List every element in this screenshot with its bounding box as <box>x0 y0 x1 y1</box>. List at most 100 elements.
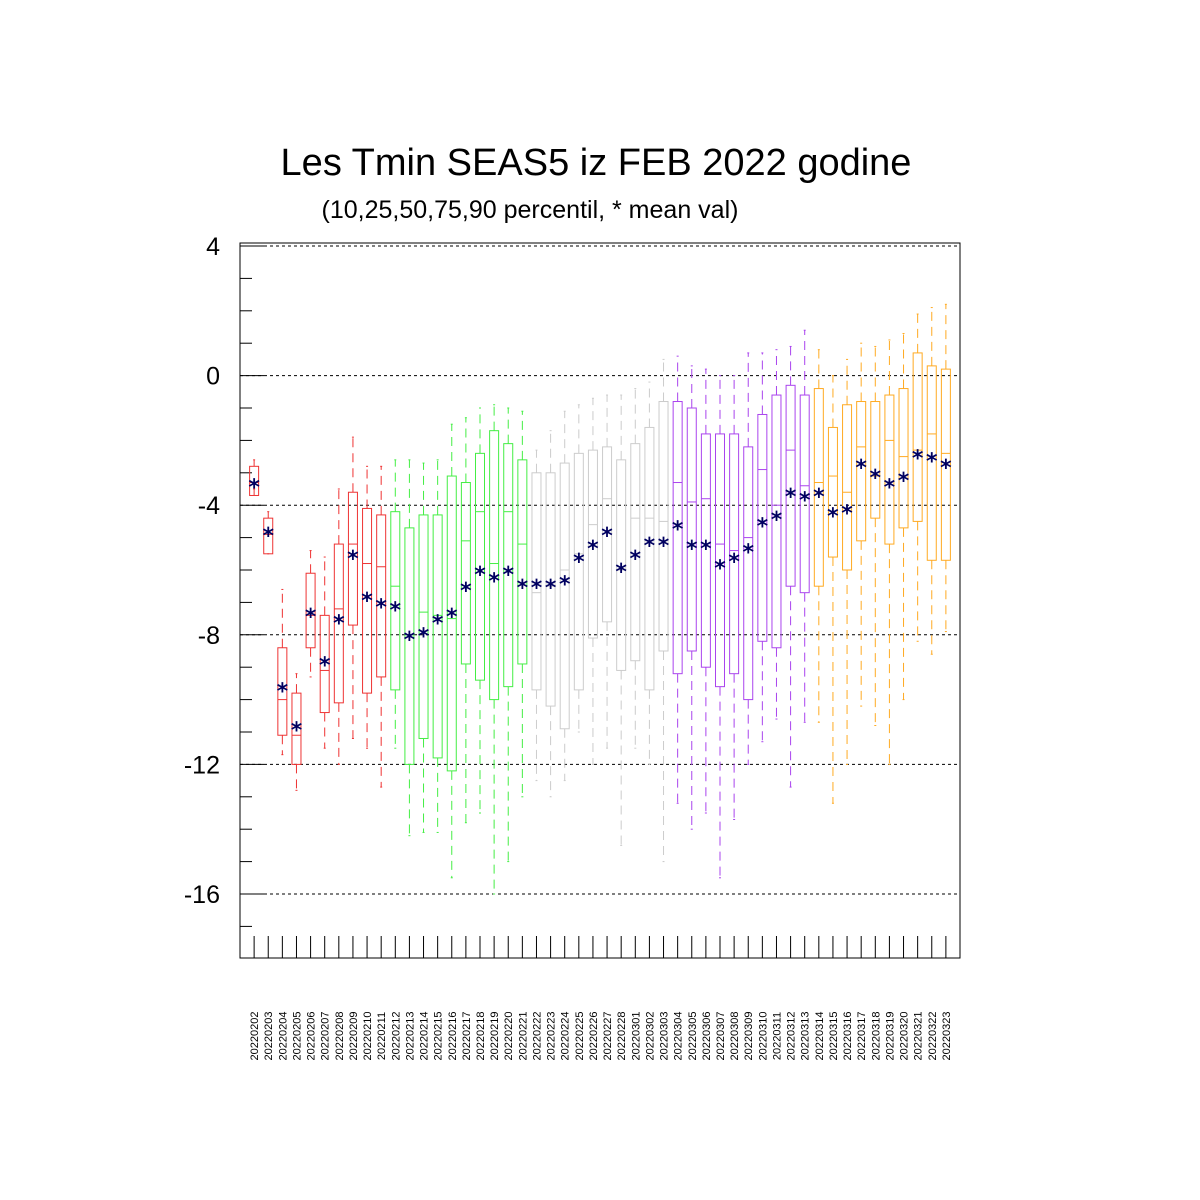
mean-marker: * <box>884 476 896 501</box>
mean-marker: * <box>375 595 387 620</box>
x-tick-label: 20220228 <box>616 1012 628 1061</box>
box-20220203 <box>263 511 274 555</box>
x-tick-label: 20220323 <box>941 1012 953 1061</box>
x-tick-label: 20220209 <box>348 1012 360 1061</box>
iqr-box <box>700 433 711 668</box>
mean-marker: * <box>785 485 797 510</box>
box-20220223 <box>545 430 556 798</box>
mean-marker: * <box>601 524 613 549</box>
plot-frame <box>239 242 961 959</box>
iqr-box <box>503 443 514 688</box>
mean-marker: * <box>262 524 274 549</box>
mean-marker: * <box>277 680 289 705</box>
mean-marker: * <box>573 550 585 575</box>
mean-marker: * <box>827 505 839 530</box>
x-tick-label: 20220317 <box>856 1012 868 1061</box>
box-20220227 <box>602 394 613 749</box>
mean-marker: * <box>615 560 627 585</box>
box-20220309 <box>743 352 754 765</box>
x-tick-label: 20220213 <box>404 1012 416 1061</box>
mean-marker: * <box>644 534 656 559</box>
box-20220226 <box>587 397 598 765</box>
mean-marker: * <box>291 719 303 744</box>
iqr-box <box>319 614 330 714</box>
box-20220225 <box>573 404 584 733</box>
box-20220212 <box>390 459 401 749</box>
box-20220209 <box>347 436 358 739</box>
box-20220318 <box>870 345 881 727</box>
mean-marker: * <box>700 537 712 562</box>
iqr-box <box>263 517 274 555</box>
mean-marker: * <box>390 599 402 624</box>
iqr-box <box>926 365 937 561</box>
iqr-box <box>362 507 373 694</box>
box-20220310 <box>757 352 768 743</box>
iqr-box <box>475 452 485 681</box>
x-tick-label: 20220227 <box>602 1012 614 1061</box>
iqr-box <box>432 514 443 759</box>
x-tick-label: 20220226 <box>588 1012 600 1061</box>
box-20220221 <box>517 410 528 798</box>
mean-marker: * <box>502 563 514 588</box>
mean-marker: * <box>446 605 458 630</box>
iqr-box <box>898 388 909 529</box>
mean-marker: * <box>926 450 938 475</box>
box-20220314 <box>813 349 824 723</box>
mean-marker: * <box>742 540 754 565</box>
iqr-box <box>559 462 570 730</box>
y-tick-label: -4 <box>198 492 220 520</box>
box-20220303 <box>658 358 669 863</box>
mean-marker: * <box>714 557 726 582</box>
mean-marker: * <box>658 534 670 559</box>
x-tick-label: 20220215 <box>433 1012 445 1061</box>
iqr-box <box>799 394 810 594</box>
iqr-box <box>616 459 627 671</box>
x-tick-label: 20220206 <box>306 1012 318 1061</box>
mean-marker: * <box>418 625 430 650</box>
box-20220323 <box>940 303 951 633</box>
x-tick-label: 20220205 <box>291 1012 303 1061</box>
x-tick-label: 20220224 <box>560 1012 572 1061</box>
x-tick-label: 20220211 <box>376 1012 388 1060</box>
box-20220311 <box>771 349 782 720</box>
x-tick-label: 20220308 <box>729 1012 741 1061</box>
iqr-box <box>390 511 401 691</box>
x-tick-label: 20220322 <box>927 1012 939 1061</box>
x-tick-label: 20220204 <box>277 1012 289 1061</box>
iqr-box <box>277 647 288 736</box>
box-20220305 <box>686 365 697 830</box>
box-20220315 <box>827 375 838 804</box>
box-20220208 <box>333 488 344 765</box>
iqr-box <box>686 407 697 652</box>
mean-markers: ********* * ** ** *** * ** * * ******* *** ** * ** ** *… <box>248 446 952 743</box>
iqr-box <box>587 449 598 639</box>
iqr-box <box>249 465 260 496</box>
y-tick-label: -12 <box>184 751 220 779</box>
iqr-box <box>912 352 923 522</box>
mean-marker: * <box>361 589 373 614</box>
box-20220216 <box>446 423 457 879</box>
box-20220322 <box>926 307 937 655</box>
x-tick-label: 20220312 <box>786 1012 798 1061</box>
x-tick-label: 20220216 <box>447 1012 459 1061</box>
mean-marker: * <box>898 469 910 494</box>
mean-marker: * <box>319 654 331 679</box>
x-tick-label: 20220217 <box>461 1012 473 1061</box>
y-tick-label: 4 <box>206 233 220 261</box>
x-tick-label: 20220314 <box>814 1012 826 1061</box>
mean-marker: * <box>545 576 557 601</box>
box-20220207 <box>319 556 330 749</box>
x-tick-label: 20220214 <box>419 1012 431 1061</box>
x-tick-label: 20220318 <box>870 1012 882 1061</box>
iqr-box <box>602 446 613 623</box>
mean-marker: * <box>248 476 260 501</box>
box-20220214 <box>418 462 429 833</box>
box-20220224 <box>559 410 570 782</box>
x-tick-label: 20220309 <box>743 1012 755 1061</box>
box-20220308 <box>729 375 740 820</box>
x-tick-label: 20220321 <box>913 1012 925 1061</box>
iqr-box <box>446 475 457 772</box>
iqr-box <box>715 433 725 688</box>
box-20220301 <box>630 388 641 749</box>
